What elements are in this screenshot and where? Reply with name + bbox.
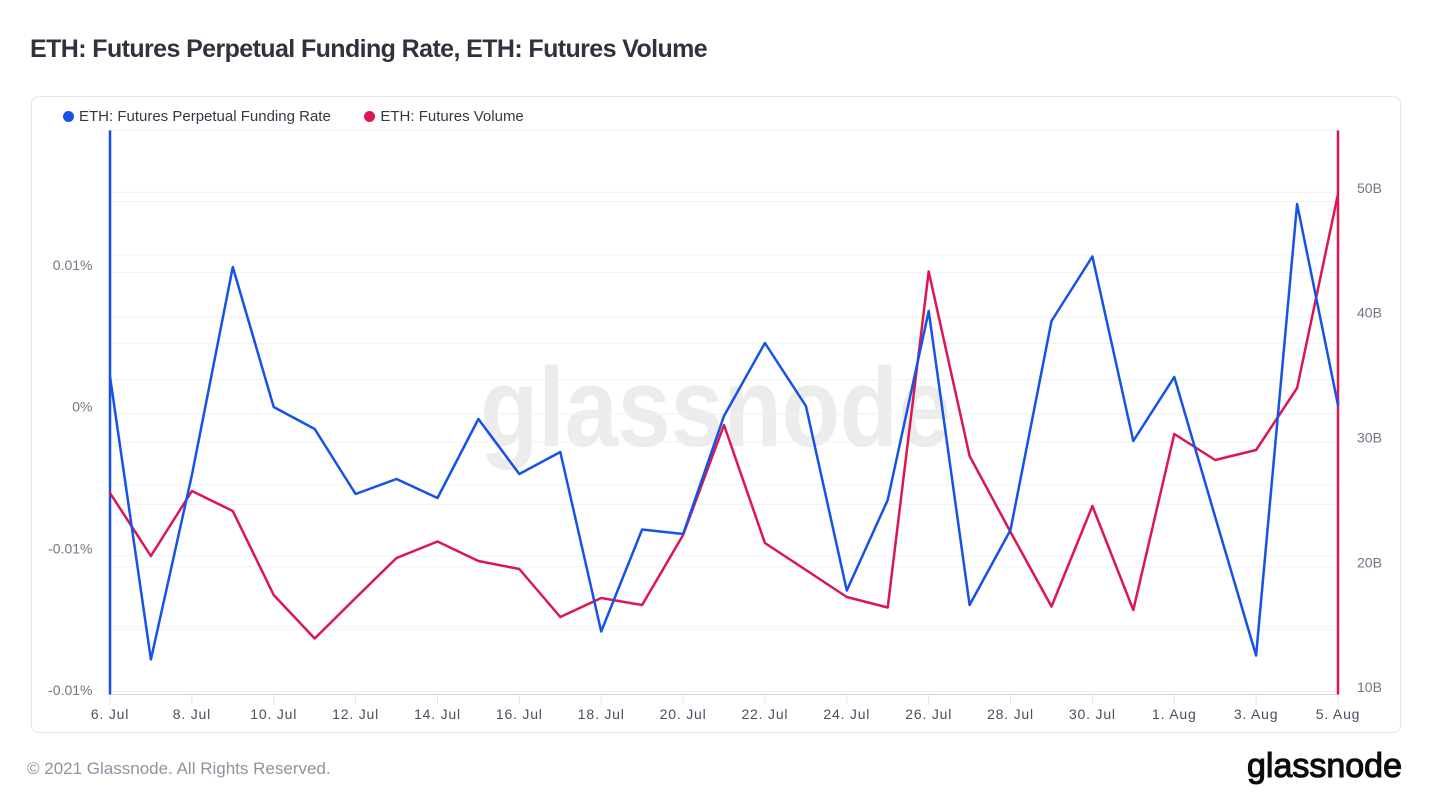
svg-text:14. Jul: 14. Jul	[414, 706, 461, 722]
svg-text:12. Jul: 12. Jul	[332, 706, 379, 722]
svg-text:-0.01%: -0.01%	[48, 540, 92, 556]
svg-text:26. Jul: 26. Jul	[905, 706, 952, 722]
svg-text:18. Jul: 18. Jul	[578, 706, 625, 722]
svg-text:40B: 40B	[1357, 305, 1382, 321]
svg-text:6. Jul: 6. Jul	[91, 706, 129, 722]
svg-text:10. Jul: 10. Jul	[250, 706, 297, 722]
svg-text:8. Jul: 8. Jul	[173, 706, 211, 722]
svg-text:10B: 10B	[1357, 679, 1382, 695]
svg-text:1. Aug: 1. Aug	[1152, 706, 1197, 722]
svg-text:-0.01%: -0.01%	[48, 682, 92, 698]
svg-text:24. Jul: 24. Jul	[823, 706, 870, 722]
svg-text:glassnode: glassnode	[480, 346, 951, 471]
svg-text:0%: 0%	[72, 399, 92, 415]
svg-text:16. Jul: 16. Jul	[496, 706, 543, 722]
svg-text:22. Jul: 22. Jul	[741, 706, 788, 722]
svg-text:28. Jul: 28. Jul	[987, 706, 1034, 722]
svg-text:20B: 20B	[1357, 554, 1382, 570]
svg-text:30B: 30B	[1357, 430, 1382, 446]
svg-text:5. Aug: 5. Aug	[1316, 706, 1361, 722]
svg-text:20. Jul: 20. Jul	[660, 706, 707, 722]
svg-text:30. Jul: 30. Jul	[1069, 706, 1116, 722]
svg-text:0.01%: 0.01%	[53, 257, 93, 273]
svg-text:50B: 50B	[1357, 180, 1382, 196]
svg-text:3. Aug: 3. Aug	[1234, 706, 1279, 722]
